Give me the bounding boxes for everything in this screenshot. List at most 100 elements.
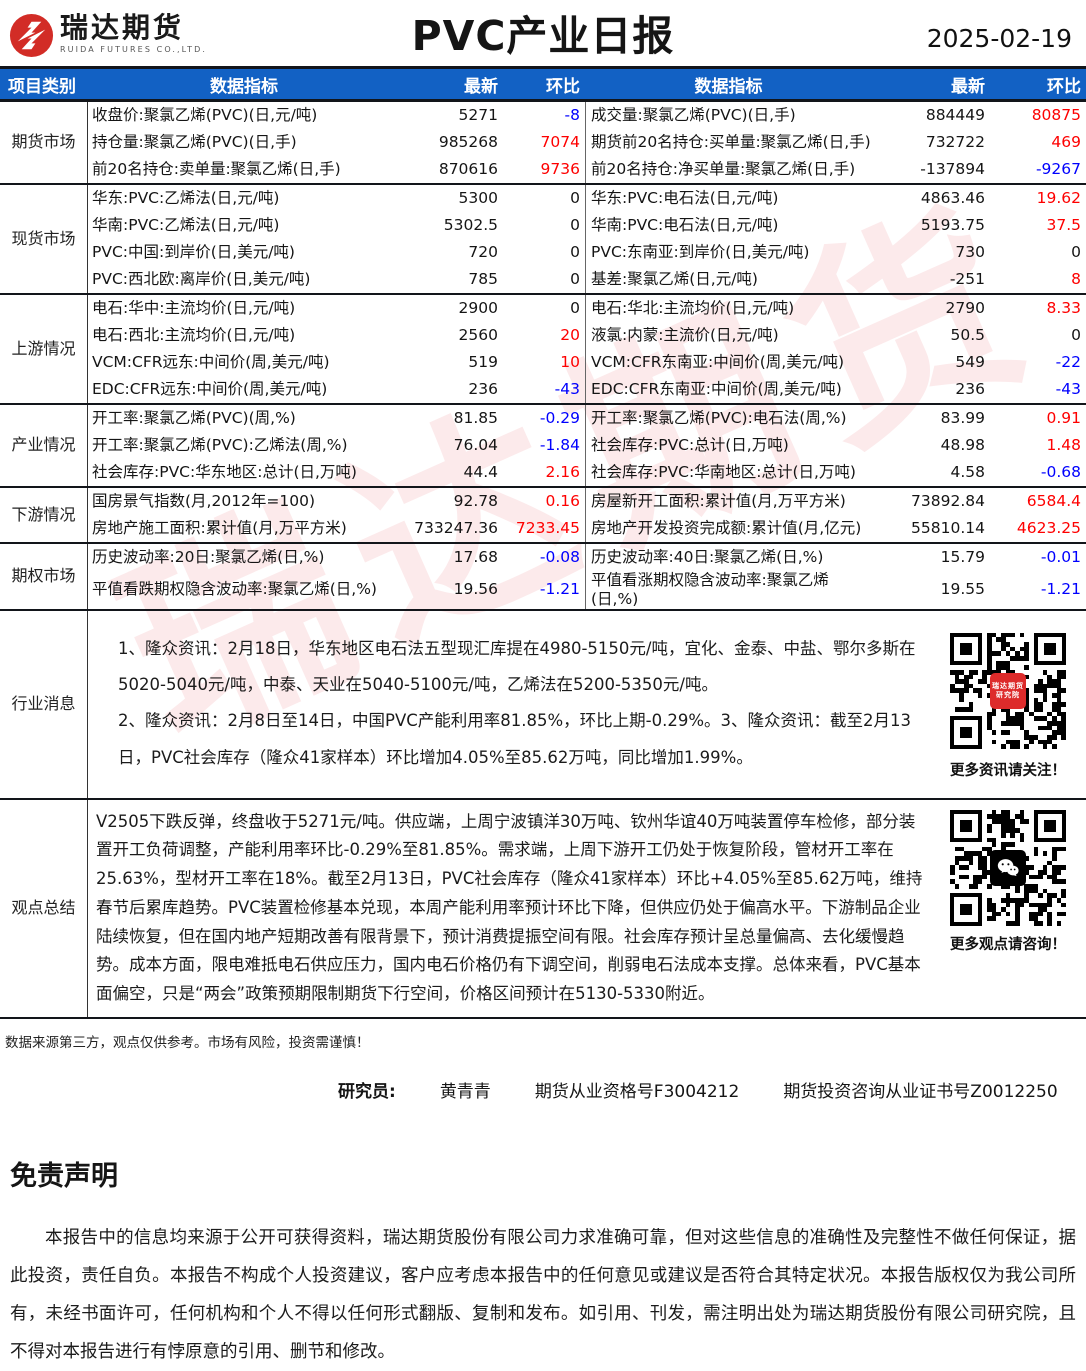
latest-value: 985268 (438, 133, 498, 152)
table-row: EDC:CFR远东:中间价(周,美元/吨) 236 -43 EDC:CFR东南亚:中间… (88, 376, 1086, 403)
latest-value: 720 (468, 243, 498, 262)
researcher-line: 研究员: 黄青青 期货从业资格号F3004212 期货投资咨询从业证书号Z001… (338, 1077, 1086, 1102)
latest-value: 48.98 (940, 436, 985, 455)
table-row: 持仓量:聚氯乙烯(PVC)(日,手) 985268 7074 期货前20名持仓:买单量… (88, 129, 1086, 156)
latest-value: 17.68 (453, 548, 498, 567)
table-row: 历史波动率:20日:聚氯乙烯(日,%) 17.68 -0.08 历史波动率:40日:聚… (88, 544, 1086, 571)
table-row: PVC:西北欧:离岸价(日,美元/吨) 785 0 基差:聚氯乙烯(日,元/吨) -25… (88, 266, 1086, 293)
chain-change: -0.29 (539, 409, 580, 428)
latest-value: 4.58 (950, 463, 985, 482)
indicator-label: 社会库存:PVC:华东地区:总计(日,万吨) (92, 463, 357, 482)
logo-name-en: RUIDA FUTURES CO.,LTD. (60, 45, 208, 55)
indicator-label: 历史波动率:40日:聚氯乙烯(日,%) (585, 544, 872, 571)
latest-value: 83.99 (940, 409, 985, 428)
chain-change: -0.08 (539, 548, 580, 567)
report-date: 2025-02-19 (926, 24, 1072, 53)
latest-value: 92.78 (453, 492, 498, 511)
disclaimer: 免责声明 本报告中的信息均来源于公开可获得资料，瑞达期货股份有限公司力求准确可靠… (10, 1154, 1076, 1371)
latest-value: 785 (468, 270, 498, 289)
section-category: 上游情况 (0, 295, 88, 403)
latest-value: 5193.75 (920, 216, 985, 235)
chain-change: 0.91 (1046, 409, 1081, 428)
chain-change: -9267 (1035, 160, 1081, 179)
table-section: 期货市场 收盘价:聚氯乙烯(PVC)(日,元/吨) 5271 -8 成交量:聚氯乙烯(P… (0, 102, 1086, 185)
col-header-latest-left: 最新 (464, 76, 498, 97)
col-header-category: 项目类别 (8, 76, 76, 97)
indicator-label: 国房景气指数(月,2012年=100) (92, 492, 316, 511)
qr-logo-badge: 瑞达期货 研究院 (990, 672, 1026, 709)
logo-name-cn: 瑞达期货 (60, 11, 185, 44)
chain-change: -22 (1055, 353, 1081, 372)
indicator-label: 电石:华北:主流均价(日,元/吨) (585, 295, 872, 322)
summary-content: 更多观点请咨询！ V2505下跌反弹，终盘收于5271元/吨。供应端，上周宁波镇… (88, 800, 1086, 1017)
qr-badge-line: 研究院 (996, 690, 1020, 699)
section-category: 行业消息 (0, 610, 88, 798)
indicator-label: 社会库存:PVC:华南地区:总计(日,万吨) (585, 459, 872, 486)
latest-value: 55810.14 (911, 519, 985, 538)
chain-change: -0.01 (1040, 548, 1081, 567)
table-row: 开工率:聚氯乙烯(PVC):乙烯法(周,%) 76.04 -1.84 社会库存:PVC… (88, 432, 1086, 459)
chain-change: -1.21 (539, 580, 580, 599)
latest-value: 73892.84 (911, 492, 985, 511)
latest-value: -251 (949, 270, 985, 289)
table-row: PVC:中国:到岸价(日,美元/吨) 720 0 PVC:东南亚:到岸价(日,美元/吨… (88, 239, 1086, 266)
indicator-label: 历史波动率:20日:聚氯乙烯(日,%) (92, 548, 325, 567)
latest-value: 2560 (458, 326, 498, 345)
chain-change: 4623.25 (1016, 519, 1081, 538)
indicator-label: 社会库存:PVC:总计(日,万吨) (585, 432, 872, 459)
chain-change: 10 (560, 353, 580, 372)
table-row: 收盘价:聚氯乙烯(PVC)(日,元/吨) 5271 -8 成交量:聚氯乙烯(PVC)(… (88, 102, 1086, 129)
latest-value: 76.04 (453, 436, 498, 455)
report-header: 瑞达期货 RUIDA FUTURES CO.,LTD. PVC产业日报 2025… (0, 0, 1086, 66)
chain-change: 37.5 (1046, 216, 1081, 235)
col-header-latest-right: 最新 (951, 76, 985, 97)
indicator-label: PVC:中国:到岸价(日,美元/吨) (92, 243, 295, 262)
wechat-icon (990, 849, 1026, 886)
chain-change: 6584.4 (1026, 492, 1081, 511)
data-table: 项目类别 数据指标 最新 环比 数据指标 最新 环比 期货市场 收盘价:聚氯乙烯(… (0, 66, 1086, 1019)
chain-change: -43 (554, 380, 580, 399)
indicator-label: 房地产施工面积:累计值(月,万平方米) (92, 519, 347, 538)
researcher-cert-2: 期货投资咨询从业证书号Z0012250 (783, 1081, 1058, 1102)
company-logo: 瑞达期货 RUIDA FUTURES CO.,LTD. (8, 11, 208, 59)
industry-news-qr-box: 瑞达期货 研究院 更多资讯请关注！ (942, 632, 1074, 788)
latest-value: 19.56 (453, 580, 498, 599)
chain-change: 8 (1071, 270, 1081, 289)
table-row: 前20名持仓:卖单量:聚氯乙烯(日,手) 870616 9736 前20名持仓:净买单… (88, 156, 1086, 183)
summary-text: V2505下跌反弹，终盘收于5271元/吨。供应端，上周宁波镇洋30万吨、钦州华… (96, 811, 923, 1003)
chain-change: 0.16 (545, 492, 580, 511)
industry-news-section: 行业消息 瑞达期货 研究院 更多资讯请关注！ 1、隆众资讯：2月18日，华东地区… (0, 610, 1086, 800)
qr-caption: 更多观点请咨询！ (950, 936, 1066, 953)
chain-change: 8.33 (1046, 299, 1081, 318)
logo-text: 瑞达期货 RUIDA FUTURES CO.,LTD. (60, 11, 208, 55)
indicator-label: 基差:聚氯乙烯(日,元/吨) (585, 266, 872, 293)
summary-qr-box: 更多观点请咨询！ (942, 809, 1074, 958)
indicator-label: 华东:PVC:电石法(日,元/吨) (585, 185, 872, 212)
section-rows: 国房景气指数(月,2012年=100) 92.78 0.16 房屋新开工面积:累计值(… (88, 488, 1086, 542)
section-category: 期货市场 (0, 102, 88, 183)
disclaimer-body: 本报告中的信息均来源于公开可获得资料，瑞达期货股份有限公司力求准确可靠，但对这些… (10, 1227, 1076, 1363)
indicator-label: 期货前20名持仓:买单量:聚氯乙烯(日,手) (585, 129, 872, 156)
indicator-label: 房屋新开工面积:累计值(月,万平方米) (585, 488, 872, 515)
latest-value: 5300 (458, 189, 498, 208)
indicator-label: 电石:华中:主流均价(日,元/吨) (92, 299, 296, 318)
latest-value: 549 (955, 353, 985, 372)
indicator-label: 成交量:聚氯乙烯(PVC)(日,手) (585, 102, 872, 129)
researcher-label: 研究员: (338, 1081, 396, 1102)
indicator-label: 收盘价:聚氯乙烯(PVC)(日,元/吨) (92, 106, 318, 125)
indicator-label: 开工率:聚氯乙烯(PVC)(周,%) (92, 409, 296, 428)
indicator-label: PVC:东南亚:到岸价(日,美元/吨) (585, 239, 872, 266)
table-row: 平值看跌期权隐含波动率:聚氯乙烯(日,%) 19.56 -1.21 平值看涨期权隐含波… (88, 571, 1086, 609)
table-row: 电石:华中:主流均价(日,元/吨) 2900 0 电石:华北:主流均价(日,元/吨) 2… (88, 295, 1086, 322)
latest-value: 236 (955, 380, 985, 399)
summary-qr-code (950, 809, 1066, 926)
indicator-label: PVC:西北欧:离岸价(日,美元/吨) (92, 270, 311, 289)
latest-value: 519 (468, 353, 498, 372)
researcher-name: 黄青青 (439, 1081, 491, 1102)
col-header-chain-left: 环比 (546, 76, 580, 97)
chain-change: 0 (1071, 243, 1081, 262)
summary-section: 观点总结 (0, 799, 1086, 1019)
latest-value: -137894 (920, 160, 985, 179)
indicator-label: 液氯:内蒙:主流价(日,元/吨) (585, 322, 872, 349)
latest-value: 4863.46 (920, 189, 985, 208)
